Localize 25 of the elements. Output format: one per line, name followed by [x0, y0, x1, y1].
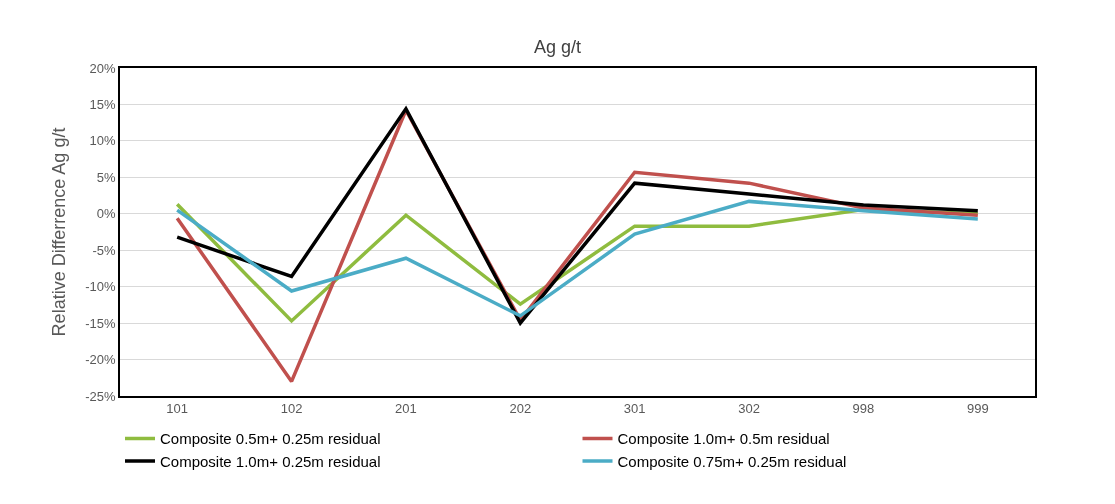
y-tick-label: -10% [85, 279, 117, 295]
y-tick-label: -25% [85, 388, 117, 404]
x-tick-label: 101 [166, 401, 189, 417]
y-tick-label: 10% [89, 133, 117, 149]
line-series [175, 107, 980, 325]
x-tick-label: 301 [623, 401, 646, 417]
x-tick-label: 999 [966, 401, 989, 417]
x-tick-label: 302 [738, 401, 760, 417]
x-tick-label: 102 [280, 401, 303, 417]
chart-title: Ag g/t [533, 36, 582, 57]
x-tick-label: 998 [852, 401, 875, 417]
y-tick-label: 15% [89, 96, 117, 112]
legend-label: Composite 1.0m+ 0.25m residual [160, 452, 381, 470]
legend-label: Composite 0.5m+ 0.25m residual [160, 430, 381, 448]
y-tick-label: 20% [89, 60, 117, 76]
x-tick-label: 201 [395, 401, 417, 417]
y-tick-label: 0% [96, 206, 117, 222]
y-tick-label: -20% [85, 352, 117, 368]
legend-label: Composite 1.0m+ 0.5m residual [617, 430, 830, 448]
x-tick-label: 202 [509, 401, 532, 417]
y-tick-label: -5% [92, 242, 117, 258]
legend-label: Composite 0.75m+ 0.25m residual [617, 452, 847, 470]
y-tick-label: 5% [96, 169, 117, 185]
y-axis-title: Relative Differrence Ag g/t [48, 127, 69, 337]
y-tick-label: -15% [85, 315, 117, 331]
